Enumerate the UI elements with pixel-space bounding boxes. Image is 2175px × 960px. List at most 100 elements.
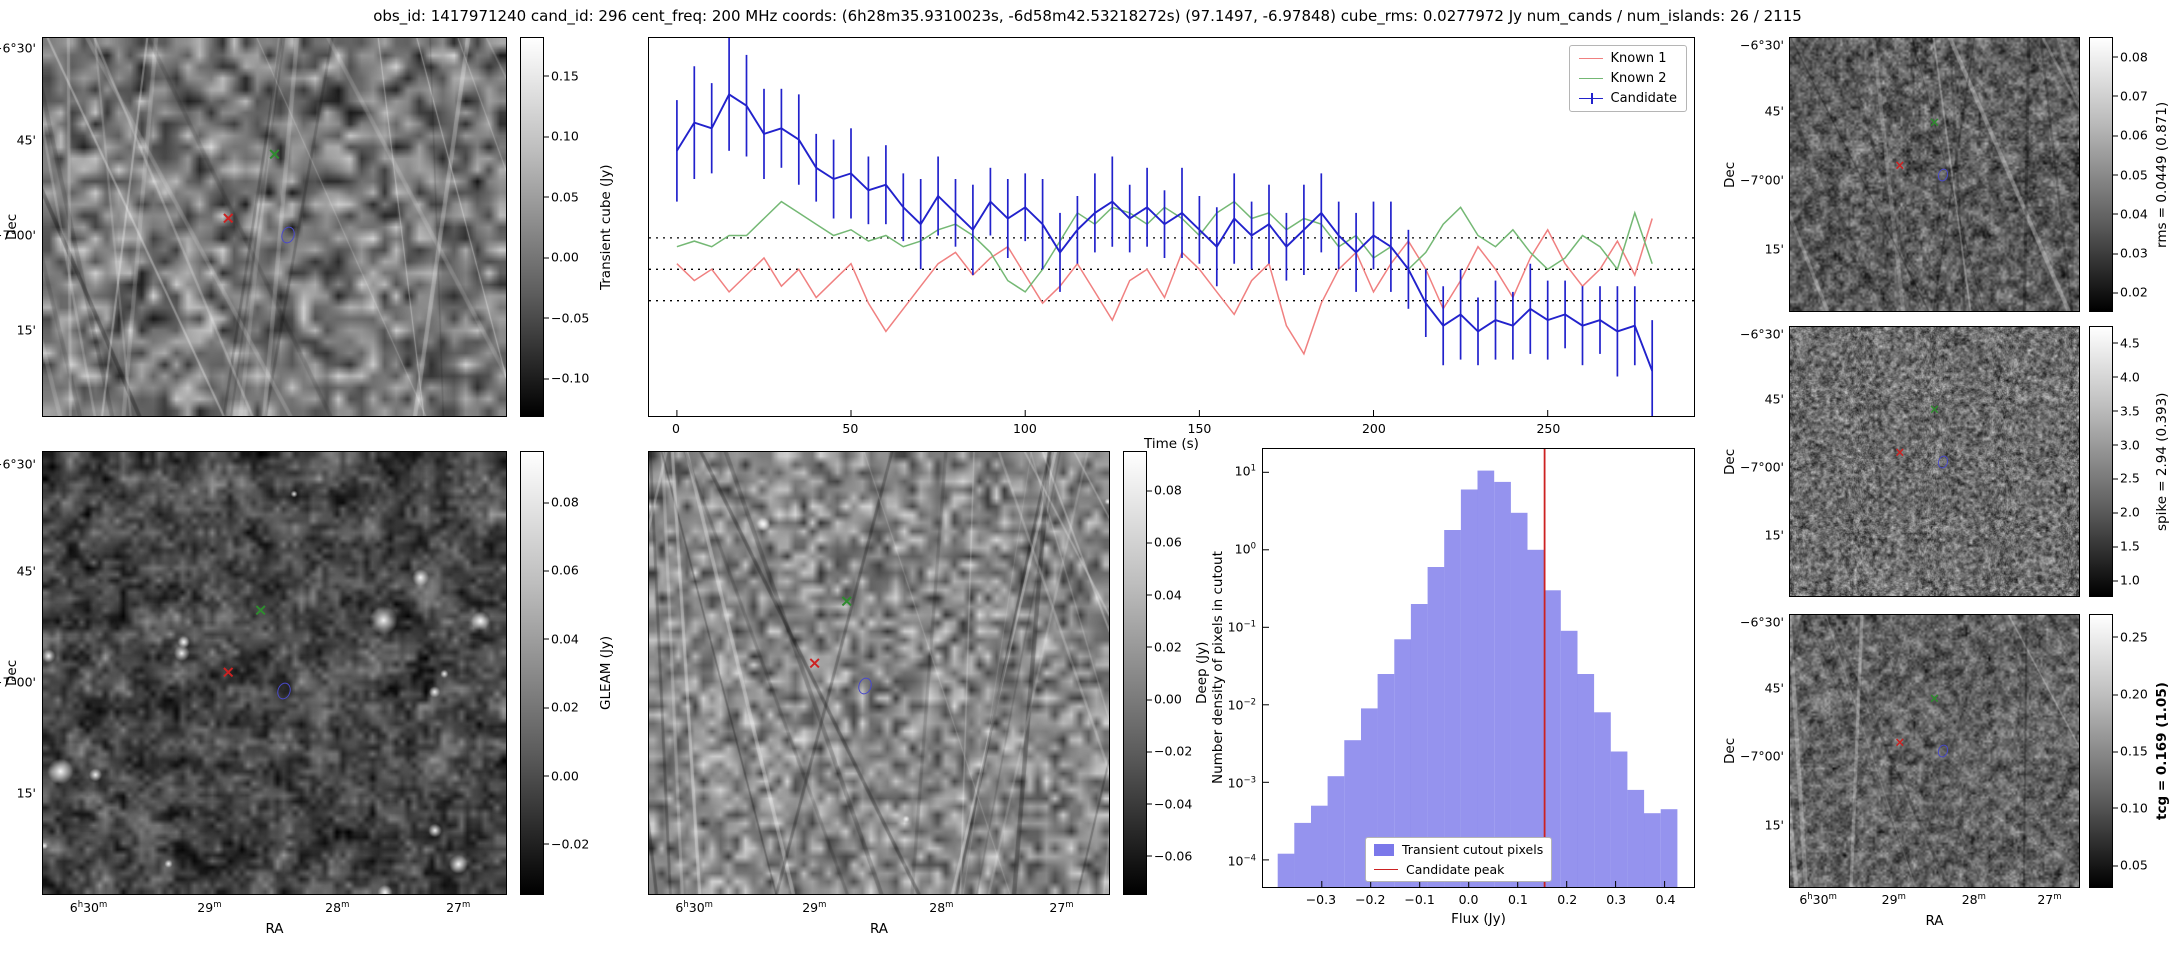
tcg-dec-ticks-item: −7°00'	[1739, 748, 1784, 764]
known1-marker: ×	[1894, 158, 1906, 174]
hist-bar	[1477, 470, 1495, 887]
hist-y-ticks-item: 101	[1234, 463, 1256, 479]
transient-dec-ticks-item: −6°30'	[0, 40, 36, 56]
rms-dec-ticks-item: −6°30'	[1739, 37, 1784, 53]
hist-pixels-legend-label: Transient cutout pixels	[1402, 842, 1544, 857]
series-known-1	[676, 218, 1653, 356]
gleam-ra-ticks-item: 27m	[446, 900, 471, 916]
hist-bar	[1394, 639, 1411, 887]
rms-colorbar-ticks-item: 0.04	[2113, 206, 2148, 222]
gleam-colorbar-ticks-item: 0.04	[544, 631, 579, 647]
hist-bar	[1660, 809, 1678, 887]
peak-legend-label: Candidate peak	[1406, 862, 1505, 877]
figure-title: obs_id: 1417971240 cand_id: 296 cent_fre…	[373, 7, 1802, 25]
tcg-colorbar-ticks-item: 0.15	[2113, 743, 2148, 759]
gleam-dec-ticks-item: −6°30'	[0, 456, 36, 472]
hist-x-ticks-item: 0.2	[1557, 892, 1578, 907]
legend-row-pixels: Transient cutout pixels	[1374, 842, 1543, 857]
transient-dec-ticks-item: 45'	[16, 132, 36, 148]
rms-colorbar-ticks-item: 0.02	[2113, 284, 2148, 300]
rms-dec-ticks-item: 45'	[1764, 103, 1784, 119]
transient-colorbar-ticks-item: 0.15	[544, 68, 579, 84]
lightcurve-x-ticks-item: 0	[671, 421, 680, 436]
spike-colorbar-ticks-item: 4.0	[2113, 369, 2140, 385]
known1-marker: ×	[221, 662, 236, 683]
hist-x-ticks-item: 0.1	[1507, 892, 1528, 907]
spike-dec-ticks-item: −7°00'	[1739, 459, 1784, 475]
hist-y-ticks-item: 100	[1234, 541, 1256, 557]
gleam-cutout-image	[43, 452, 506, 894]
tcg-ra-ticks-item: 29m	[1881, 892, 1906, 908]
spike-dec-ticks-item: 15'	[1764, 527, 1784, 543]
deep-colorbar-ticks-item: −0.02	[1146, 743, 1193, 759]
time-axis-label: Time (s)	[1144, 436, 1199, 452]
deep-colorbar-ticks-item: 0.08	[1147, 482, 1182, 498]
candidate-legend-label: Candidate	[1610, 91, 1677, 106]
transient-colorbar-label: Transient cube (Jy)	[598, 164, 614, 290]
tcg-dec-axis-label: Dec	[1722, 737, 1738, 765]
gleam-colorbar-label: GLEAM (Jy)	[598, 635, 614, 711]
tcg-ra-ticks-item: 6h30m	[1799, 892, 1837, 908]
spike-dec-ticks-item: 45'	[1764, 391, 1784, 407]
rms-colorbar-label: rms = 0.0449 (0.871)	[2154, 101, 2170, 248]
deep-colorbar-ticks-item: 0.04	[1147, 587, 1182, 603]
candidate-errorbar-swatch	[1578, 93, 1603, 104]
rms-colorbar-ticks-item: 0.08	[2113, 49, 2148, 65]
tcg-cutout-image	[1790, 615, 2079, 887]
gleam-colorbar-ticks-item: −0.02	[543, 836, 590, 852]
deep-ra-ticks-item: 27m	[1049, 900, 1074, 916]
spike-colorbar-ticks: 4.5 4.0 3.5 3.0 2.5 2.0 1.5 1.0	[2113, 326, 2155, 597]
spike-colorbar-label: spike = 2.94 (0.393)	[2154, 392, 2170, 531]
lightcurve-legend: Known 1 Known 2 Candidate	[1568, 45, 1687, 112]
hist-x-ticks-item: −0.1	[1404, 892, 1435, 907]
known1-marker: ×	[807, 653, 822, 674]
rms-cutout-image	[1790, 38, 2079, 311]
known2-marker: ×	[253, 600, 268, 621]
spike-dec-ticks: −6°30' 45' −7°00' 15'	[1739, 326, 1786, 597]
tcg-dec-ticks-item: 15'	[1764, 817, 1784, 833]
rms-colorbar-ticks-item: 0.06	[2113, 127, 2148, 143]
spike-dec-ticks-item: −6°30'	[1739, 326, 1784, 342]
gleam-colorbar-ticks-item: 0.06	[544, 562, 579, 578]
hist-bar	[1627, 789, 1645, 887]
deep-ra-ticks-item: 29m	[802, 900, 827, 916]
tcg-colorbar-ticks-item: 0.05	[2113, 857, 2148, 873]
known1-legend-label: Known 1	[1610, 51, 1667, 66]
known2-marker: ×	[1929, 691, 1940, 707]
gleam-dec-ticks-item: 45'	[16, 563, 36, 579]
gleam-ra-ticks: 6h30m 29m 28m 27m	[42, 900, 507, 916]
spike-cutout-image	[1790, 327, 2079, 596]
lightcurve-x-ticks-item: 100	[1012, 421, 1037, 436]
hist-bar	[1610, 751, 1628, 887]
hist-bar	[1327, 776, 1345, 887]
spike-colorbar-ticks-item: 2.0	[2113, 504, 2140, 520]
lightcurve-plot	[649, 38, 1694, 416]
rms-colorbar-ticks-item: 0.03	[2113, 245, 2148, 261]
deep-colorbar	[1123, 451, 1147, 895]
deep-colorbar-ticks-item: −0.06	[1146, 848, 1193, 864]
transient-dec-ticks-item: −7°00'	[0, 227, 36, 243]
lightcurve-x-ticks-item: 50	[842, 421, 859, 436]
hist-bar	[1344, 740, 1361, 887]
known2-marker: ×	[839, 591, 854, 612]
hist-x-ticks-item: 0.4	[1655, 892, 1676, 907]
tcg-colorbar-ticks-item: 0.20	[2113, 686, 2148, 702]
known1-marker: ×	[221, 208, 236, 229]
hist-bar	[1577, 674, 1595, 887]
hist-x-ticks-item: −0.2	[1355, 892, 1386, 907]
hist-y-ticks-item: 10−2	[1227, 697, 1256, 713]
rms-colorbar-ticks: 0.08 0.07 0.06 0.05 0.04 0.03 0.02	[2113, 37, 2155, 312]
rms-dec-axis-label: Dec	[1722, 161, 1738, 188]
gleam-ra-ticks-item: 29m	[197, 900, 222, 916]
deep-ra-ticks: 6h30m 29m 28m 27m	[648, 900, 1110, 916]
gleam-ra-ticks-item: 28m	[325, 900, 350, 916]
known1-marker: ×	[1894, 445, 1906, 461]
hist-bar	[1377, 674, 1395, 887]
hist-bar	[1527, 549, 1545, 887]
deep-cutout-image	[649, 452, 1109, 894]
tcg-ra-ticks-item: 27m	[2037, 892, 2062, 908]
gleam-ra-axis-label: RA	[265, 921, 284, 937]
gleam-dec-ticks-item: 15'	[16, 785, 36, 801]
hist-bar	[1544, 590, 1561, 887]
